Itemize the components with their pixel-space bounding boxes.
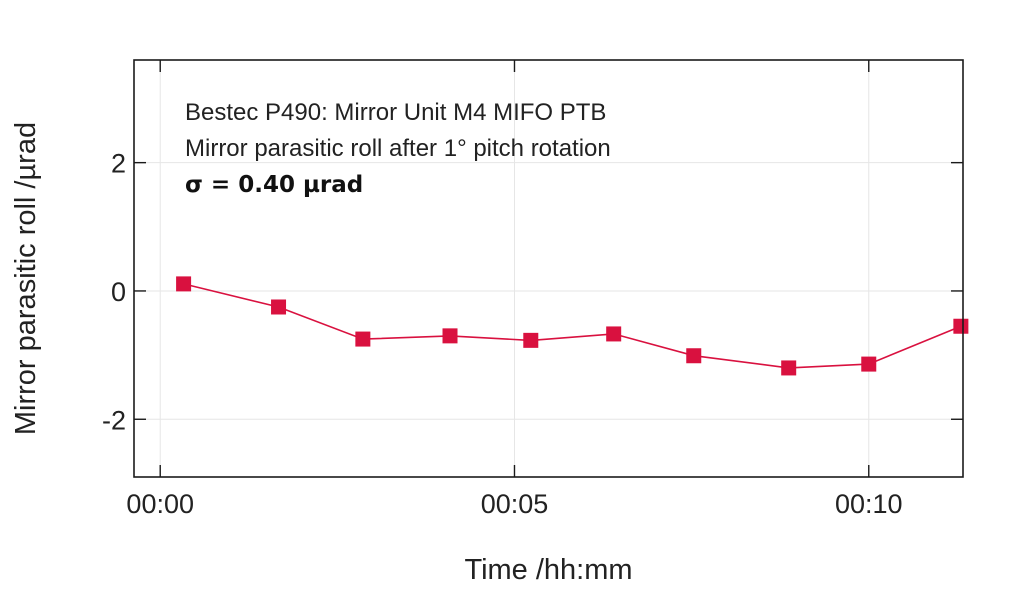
plot-frame [133,59,964,478]
data-point-8 [861,356,877,372]
data-point-2 [355,331,371,347]
x-tick-label-2: 00:10 [835,489,903,519]
series-layer [176,276,969,376]
annotation-line-2: Mirror parasitic roll after 1° pitch rot… [185,135,611,162]
series-line-0 [183,283,962,369]
data-point-7 [781,360,797,376]
y-tick-label-2: 2 [111,149,126,179]
data-point-1 [271,299,287,315]
annotation-line-1: Bestec P490: Mirror Unit M4 MIFO PTB [185,99,606,126]
ticks [134,60,963,477]
y-tick-label-0: -2 [102,405,126,435]
data-point-5 [606,326,622,342]
data-point-3 [442,328,458,344]
data-point-4 [523,332,539,348]
tick-labels: 00:00 00:05 00:10 -2 0 2 [102,149,903,519]
data-point-0 [176,276,192,292]
x-tick-label-1: 00:05 [481,489,549,519]
annotation-sigma: σ = 0.40 µrad [185,172,363,198]
y-tick-label-1: 0 [111,277,126,307]
data-point-6 [686,348,702,364]
data-point-9 [953,318,969,334]
y-axis-title: Mirror parasitic roll /µrad [10,122,42,435]
x-axis-title: Time /hh:mm [464,554,632,586]
grid [134,60,963,477]
x-tick-label-0: 00:00 [126,489,194,519]
